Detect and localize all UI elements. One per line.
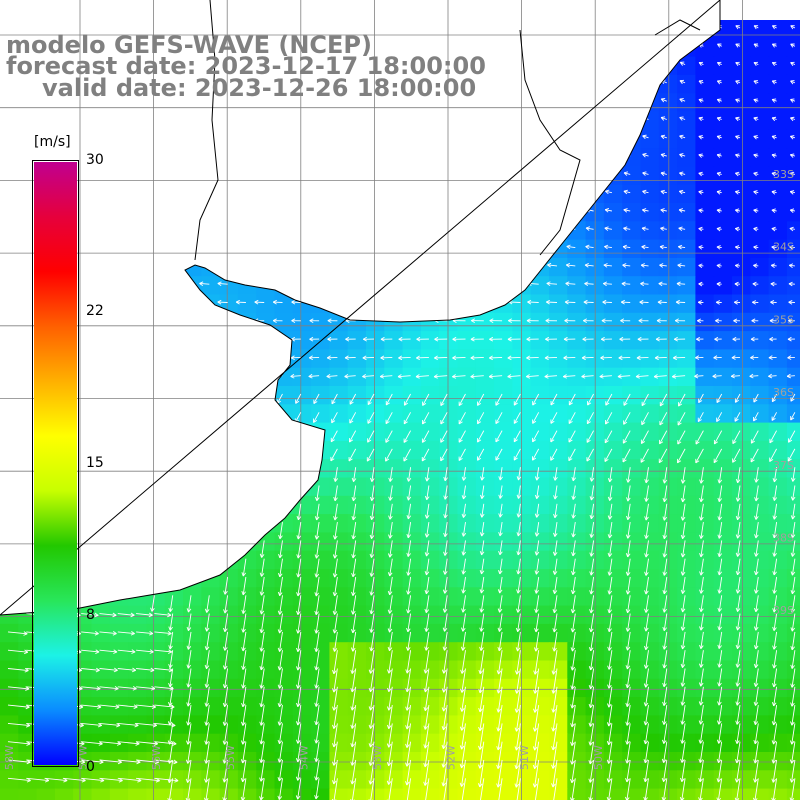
colorbar-tick-8: 8: [86, 607, 95, 623]
lon-label: 57W: [77, 745, 90, 770]
lon-label: 58W: [3, 745, 16, 770]
lon-label: 54W: [297, 745, 310, 770]
lon-label: 51W: [518, 745, 531, 770]
forecast-date: forecast date: 2023-12-17 18:00:00: [6, 52, 486, 80]
lon-label: 53W: [371, 745, 384, 770]
longitude-labels: 58W 57W 56W 55W 54W 53W 52W 51W 50W: [3, 745, 605, 770]
coastline: [0, 0, 721, 616]
valid-date: valid date: 2023-12-26 18:00:00: [42, 74, 477, 102]
lon-label: 50W: [592, 745, 605, 770]
lat-label: 39S: [773, 604, 794, 617]
colorbar: [32, 160, 79, 767]
latitude-labels: 33S 34S 35S 36S 37S 38S 39S: [773, 168, 794, 617]
colorbar-gradient: [34, 162, 77, 765]
lon-label: 55W: [224, 745, 237, 770]
colorbar-tick-15: 15: [86, 455, 104, 471]
lat-label: 34S: [773, 241, 794, 254]
colorbar-tick-22: 22: [86, 303, 104, 319]
lat-label: 38S: [773, 532, 794, 545]
lon-label: 56W: [150, 745, 163, 770]
model-title: modelo GEFS-WAVE (NCEP): [6, 31, 372, 59]
lat-label: 33S: [773, 168, 794, 181]
lon-label: 52W: [445, 745, 458, 770]
colorbar-tick-30: 30: [86, 152, 104, 168]
lat-label: 35S: [773, 313, 794, 326]
colorbar-tick-0: 0: [86, 759, 95, 775]
lat-label: 37S: [773, 459, 794, 472]
lat-label: 36S: [773, 386, 794, 399]
colorbar-unit: [m/s]: [34, 134, 71, 150]
